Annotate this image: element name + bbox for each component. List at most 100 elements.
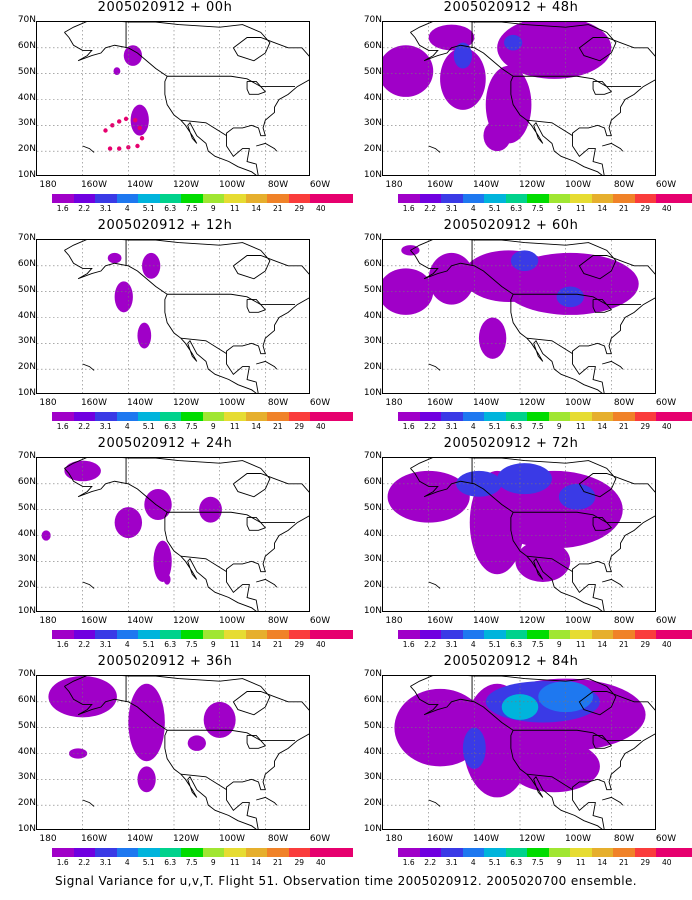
latitude-label: 60N: [17, 476, 36, 487]
colorbar-swatch: [677, 194, 692, 203]
colorbar-label: 1.6: [402, 858, 415, 867]
colorbar-label: 2.2: [78, 858, 91, 867]
colorbar-swatch: [159, 194, 181, 203]
colorbar-swatch: [245, 848, 267, 857]
colorbar-label: 11: [575, 858, 586, 867]
colorbar-label: 2.2: [78, 204, 91, 213]
colorbar-label: 14: [251, 858, 262, 867]
latitude-label: 20N: [363, 362, 382, 373]
variance-shading: [137, 766, 156, 793]
longitude-label: 140W: [472, 616, 500, 626]
hawaii-islands: [428, 799, 441, 807]
longitude-label: 160W: [426, 180, 454, 190]
observation-point: [137, 125, 142, 131]
great-lakes-outline: [592, 734, 613, 749]
colorbar-label: 5.1: [488, 422, 501, 431]
colorbar-swatch: [462, 194, 484, 203]
longitude-label: 60W: [309, 834, 331, 844]
latitude-label: 30N: [363, 772, 382, 783]
colorbar-label: 9: [556, 640, 562, 649]
colorbar-label: 9: [210, 204, 216, 213]
colorbar-swatch: [310, 412, 332, 421]
colorbar-swatch: [310, 194, 332, 203]
colorbar-swatch: [548, 848, 570, 857]
colorbar-label: 4: [124, 422, 130, 431]
longitude-label: 120W: [518, 616, 546, 626]
caribbean-islands: [602, 142, 624, 152]
colorbar-swatch: [634, 412, 656, 421]
colorbar-swatch: [484, 194, 506, 203]
colorbar-swatch: [398, 848, 420, 857]
colorbar-label: 14: [597, 422, 608, 431]
longitude-label: 180: [385, 398, 403, 408]
colorbar-label: 7.5: [531, 422, 544, 431]
longitude-label: 120W: [518, 834, 546, 844]
colorbar-swatch: [441, 848, 463, 857]
hawaii-islands: [428, 363, 441, 371]
panel-title: 2005020912 + 24h: [97, 436, 233, 451]
colorbar-label: 5.1: [142, 640, 155, 649]
longitude-label: 120W: [518, 180, 546, 190]
latitude-label: 10N: [17, 824, 36, 834]
colorbar: [52, 412, 353, 421]
map-canvas: [37, 22, 309, 175]
colorbar-swatch: [527, 194, 549, 203]
colorbar-swatch: [677, 412, 692, 421]
colorbar-label: 7.5: [185, 858, 198, 867]
colorbar-label: 40: [661, 422, 672, 431]
colorbar-label: 4: [124, 204, 130, 213]
colorbar-swatch: [677, 630, 692, 639]
latitude-label: 10N: [363, 170, 382, 180]
latitude-label: 50N: [17, 502, 36, 513]
longitude-label: 180: [39, 834, 57, 844]
colorbar-label: 3.1: [445, 422, 458, 431]
latitude-label: 60N: [363, 40, 382, 51]
colorbar-swatch: [138, 630, 160, 639]
latitude-label: 10N: [363, 824, 382, 834]
longitude-label: 160W: [80, 834, 108, 844]
map-canvas: [383, 676, 655, 829]
colorbar-label: 14: [251, 204, 262, 213]
colorbar-swatch: [331, 630, 353, 639]
colorbar-swatch: [527, 412, 549, 421]
latitude-label: 70N: [17, 669, 36, 679]
caribbean-islands: [602, 360, 624, 370]
variance-shading: [504, 34, 523, 51]
colorbar-swatch: [116, 194, 138, 203]
variance-shading: [501, 694, 539, 720]
variance-shading: [144, 489, 172, 520]
latitude-label: 40N: [363, 528, 382, 539]
colorbar-label: 21: [618, 858, 629, 867]
latitude-label: 60N: [363, 258, 382, 269]
colorbar-label: 2.2: [424, 422, 437, 431]
colorbar-swatch: [677, 848, 692, 857]
political-boundary: [167, 729, 296, 742]
variance-shading: [137, 322, 152, 349]
colorbar-swatch: [288, 630, 310, 639]
colorbar-label: 14: [251, 422, 262, 431]
colorbar-swatch: [138, 848, 160, 857]
longitude-label: 80W: [267, 834, 289, 844]
colorbar-label: 7.5: [185, 204, 198, 213]
variance-shading: [515, 540, 571, 582]
colorbar-swatch: [527, 848, 549, 857]
variance-shading: [497, 463, 552, 495]
colorbar-label: 6.3: [164, 204, 177, 213]
colorbar-label: 3.1: [99, 640, 112, 649]
political-boundary: [526, 337, 573, 355]
variance-shading: [510, 250, 539, 271]
coastline: [410, 458, 655, 611]
longitude-label: 60W: [309, 616, 331, 626]
map-panel: 2005020912 + 72h 70N 60N 50N 40N 30N 20N 10N 180…: [346, 436, 692, 649]
longitude-label: 80W: [613, 834, 635, 844]
colorbar-swatch: [159, 630, 181, 639]
latitude-label: 30N: [363, 554, 382, 565]
colorbar-label: 1.6: [56, 858, 69, 867]
colorbar-swatch: [462, 848, 484, 857]
colorbar-swatch: [398, 630, 420, 639]
colorbar-label: 40: [661, 204, 672, 213]
panel-title: 2005020912 + 12h: [97, 218, 233, 233]
colorbar-label: 2.2: [424, 640, 437, 649]
colorbar-swatch: [52, 630, 74, 639]
latitude-label: 40N: [17, 528, 36, 539]
